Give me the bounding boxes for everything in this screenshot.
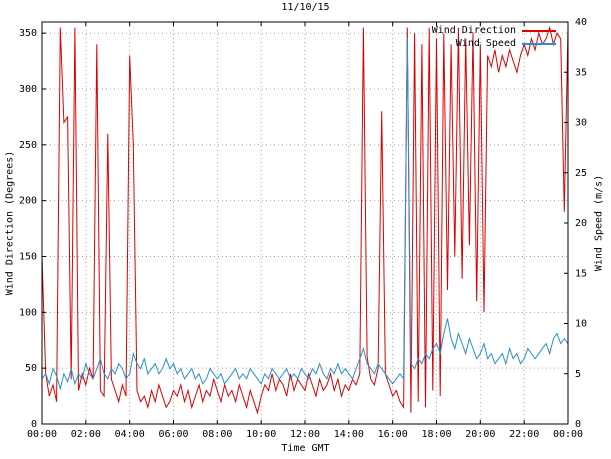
y-axis-title-left: Wind Direction (Degrees) (4, 150, 16, 296)
y-left-tick-label: 350 (19, 28, 37, 39)
y-left-tick-label: 200 (19, 196, 37, 207)
x-tick-label: 08:00 (202, 429, 232, 440)
x-tick-label: 18:00 (421, 429, 451, 440)
y-right-tick-label: 20 (575, 218, 587, 229)
x-tick-label: 10:00 (246, 429, 276, 440)
wind-direction-line (41, 25, 569, 415)
y-right-tick-label: 40 (575, 17, 587, 28)
x-tick-label: 22:00 (509, 429, 539, 440)
legend-item-wind-speed: Wind Speed (432, 38, 556, 49)
y-left-tick-label: 300 (19, 84, 37, 95)
y-left-tick-label: 50 (25, 363, 37, 374)
x-tick-label: 02:00 (71, 429, 101, 440)
x-tick-label: 04:00 (115, 429, 145, 440)
y-right-tick-label: 25 (575, 168, 587, 179)
y-right-tick-label: 5 (575, 369, 581, 380)
x-tick-label: 20:00 (465, 429, 495, 440)
chart-title: 11/10/15 (281, 2, 330, 13)
wind-direction-line-swatch (522, 29, 556, 32)
y-left-tick-label: 0 (31, 419, 37, 430)
y-right-tick-label: 0 (575, 419, 581, 430)
x-tick-label: 12:00 (290, 429, 320, 440)
legend: Wind Direction Wind Speed (432, 25, 556, 49)
x-tick-label: 00:00 (27, 429, 57, 440)
wind-speed-line-swatch (522, 42, 556, 45)
x-tick-label: 06:00 (158, 429, 188, 440)
y-right-tick-label: 35 (575, 67, 587, 78)
grid-lines (42, 22, 568, 424)
tick-labels: 00:00 02:00 04:00 06:00 08:00 10:00 12:00 14:00… (19, 17, 587, 440)
x-tick-label: 14:00 (334, 429, 364, 440)
y-left-tick-label: 250 (19, 140, 37, 151)
plot-border (41, 21, 569, 425)
axes (41, 21, 569, 425)
legend-label-wind-speed: Wind Speed (455, 38, 516, 49)
y-left-tick-label: 150 (19, 252, 37, 263)
y-right-tick-label: 10 (575, 319, 587, 330)
legend-label-wind-direction: Wind Direction (431, 25, 516, 36)
legend-item-wind-direction: Wind Direction (432, 25, 556, 36)
y-right-tick-label: 30 (575, 118, 587, 129)
y-left-tick-label: 100 (19, 307, 37, 318)
y-axis-title-right: Wind Speed (m/s) (593, 174, 605, 272)
wind-speed-line (41, 37, 569, 391)
x-tick-label: 00:00 (553, 429, 583, 440)
x-axis-title: Time GMT (281, 443, 330, 454)
data-series (41, 25, 569, 415)
x-tick-label: 16:00 (378, 429, 408, 440)
y-right-tick-label: 15 (575, 268, 587, 279)
